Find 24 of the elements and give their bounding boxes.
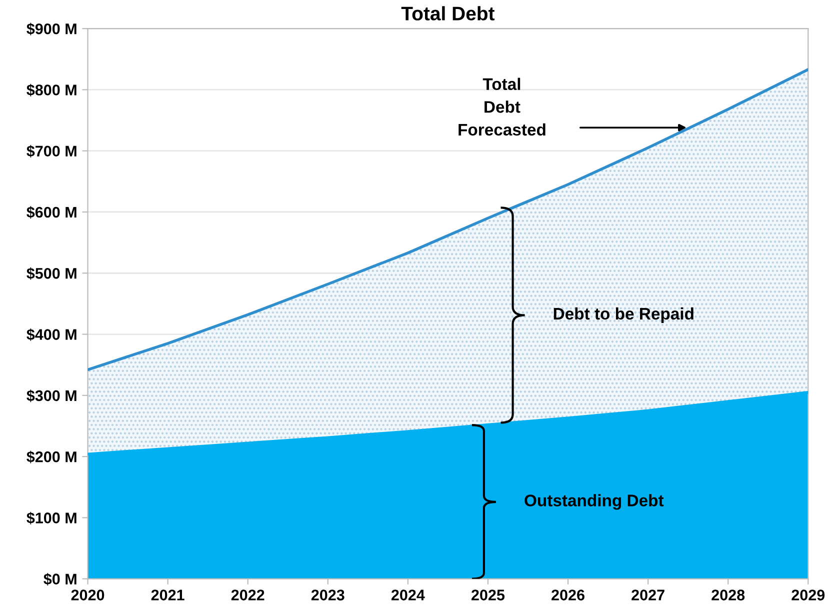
y-tick-label: $300 M bbox=[26, 390, 76, 402]
y-tick-label: $0 M bbox=[44, 573, 76, 586]
x-tick-label: 2028 bbox=[712, 590, 745, 600]
x-tick-label: 2022 bbox=[231, 590, 264, 600]
y-tick-label: $400 M bbox=[26, 328, 76, 341]
y-tick-label: $500 M bbox=[26, 267, 76, 280]
y-tick-label: $200 M bbox=[26, 450, 76, 464]
y-tick-label: $600 M bbox=[26, 206, 76, 219]
y-tick-label: $900 M bbox=[26, 22, 76, 36]
y-tick-label: $800 M bbox=[26, 84, 76, 96]
x-tick-label: 2023 bbox=[311, 590, 344, 600]
x-tick-label: 2029 bbox=[792, 590, 825, 600]
x-tick-label: 2020 bbox=[71, 590, 104, 600]
x-tick-label: 2026 bbox=[552, 590, 584, 600]
x-tick-label: 2027 bbox=[632, 590, 664, 600]
y-tick-label: $700 M bbox=[26, 145, 76, 158]
x-tick-label: 2025 bbox=[472, 590, 505, 600]
annotation: Debt to be Repaid bbox=[554, 307, 694, 323]
annotation: Outstanding Debt bbox=[524, 494, 664, 510]
annotation: Total Debt Forecasted bbox=[458, 78, 546, 136]
x-tick-label: 2024 bbox=[391, 590, 425, 600]
chart-title: Total Debt bbox=[401, 6, 495, 20]
y-tick-label: $100 M bbox=[26, 512, 76, 524]
x-tick-label: 2021 bbox=[151, 590, 184, 600]
